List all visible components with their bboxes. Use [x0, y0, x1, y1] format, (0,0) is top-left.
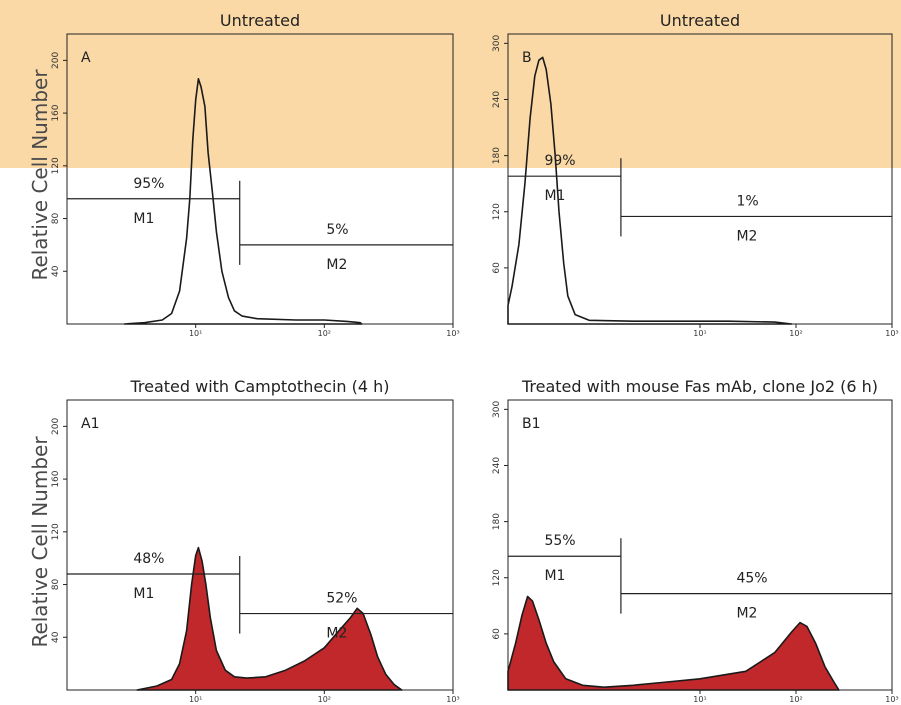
y-axis-label-bottom: Relative Cell Number — [28, 436, 52, 648]
gate-m2-percent: 1% — [736, 193, 758, 209]
panel-label: A1 — [81, 416, 99, 432]
histogram-panels: Untreated 40 80 120 160 200 10¹ 10² 10³ A 95% M1 5% M… — [51, 11, 899, 704]
y-tick-label: 240 — [492, 91, 502, 108]
panel-b1: Treated with mouse Fas mAb, clone Jo2 (6… — [492, 377, 899, 704]
x-tick-label: 10¹ — [693, 329, 706, 338]
plot-frame — [66, 33, 454, 325]
x-tick-label: 10² — [318, 695, 331, 704]
gate-m1-percent: 55% — [544, 533, 575, 549]
y-tick-label: 40 — [51, 631, 61, 643]
y-tick-label: 180 — [492, 513, 502, 530]
y-tick-label: 60 — [492, 628, 502, 640]
x-tick-label: 10¹ — [189, 695, 202, 704]
gate-m1-label: M1 — [133, 586, 154, 602]
panel-label: B1 — [522, 416, 541, 432]
panel-label: B — [522, 50, 532, 66]
panel-a1: Treated with Camptothecin (4 h) 40 80 120 16… — [51, 377, 460, 704]
y-axis-label-top: Relative Cell Number — [28, 69, 52, 281]
gate-m1-label: M1 — [133, 211, 154, 227]
gate-m1-label: M1 — [544, 568, 565, 584]
histogram-series — [507, 56, 793, 325]
gate-m2-label: M2 — [326, 626, 347, 642]
gate-m2-label: M2 — [736, 606, 757, 622]
y-tick-label: 180 — [492, 147, 502, 164]
y-tick-label: 240 — [492, 457, 502, 474]
y-tick-label: 60 — [492, 262, 502, 274]
x-tick-label: 10² — [318, 329, 331, 338]
histogram-series — [136, 546, 403, 691]
y-tick-label: 300 — [492, 400, 502, 417]
gate-m2-percent: 45% — [736, 571, 767, 587]
y-tick-label: 120 — [492, 203, 502, 220]
panel-label: A — [81, 50, 91, 66]
gate-m2-percent: 5% — [326, 222, 348, 238]
histogram-series — [123, 78, 363, 325]
histogram-series — [507, 595, 840, 691]
y-tick-label: 120 — [492, 569, 502, 586]
x-tick-label: 10³ — [446, 695, 459, 704]
x-tick-label: 10¹ — [693, 695, 706, 704]
gate-m1-label: M1 — [544, 188, 565, 204]
y-tick-label: 200 — [51, 52, 61, 69]
y-tick-label: 120 — [51, 523, 61, 540]
plot-frame — [66, 399, 454, 691]
gate-m1-percent: 99% — [544, 153, 575, 169]
gate-m2-label: M2 — [326, 257, 347, 273]
y-tick-label: 200 — [51, 418, 61, 435]
panel-b: Untreated 60 120 180 240 300 10¹ 10² 10³ B 99% M1 1%… — [492, 11, 899, 338]
panel-title: Untreated — [220, 11, 300, 30]
y-tick-label: 120 — [51, 157, 61, 174]
panel-title: Treated with Camptothecin (4 h) — [129, 377, 389, 396]
gate-m2-percent: 52% — [326, 591, 357, 607]
y-tick-label: 80 — [51, 579, 61, 591]
panel-a: Untreated 40 80 120 160 200 10¹ 10² 10³ A 95% M1 5% M… — [51, 11, 460, 338]
panel-title: Untreated — [660, 11, 740, 30]
x-tick-label: 10¹ — [189, 329, 202, 338]
x-tick-label: 10² — [789, 695, 802, 704]
gate-m1-percent: 48% — [133, 551, 164, 567]
x-tick-label: 10³ — [446, 329, 459, 338]
x-tick-label: 10³ — [885, 695, 898, 704]
y-tick-label: 160 — [51, 470, 61, 487]
background-band — [0, 0, 901, 168]
panel-title: Treated with mouse Fas mAb, clone Jo2 (6… — [521, 377, 878, 396]
gate-m1-percent: 95% — [133, 176, 164, 192]
x-tick-label: 10² — [789, 329, 802, 338]
gate-m2-label: M2 — [736, 228, 757, 244]
y-tick-label: 80 — [51, 213, 61, 225]
x-tick-label: 10³ — [885, 329, 898, 338]
y-tick-label: 160 — [51, 104, 61, 121]
y-tick-label: 40 — [51, 265, 61, 277]
y-tick-label: 300 — [492, 34, 502, 51]
